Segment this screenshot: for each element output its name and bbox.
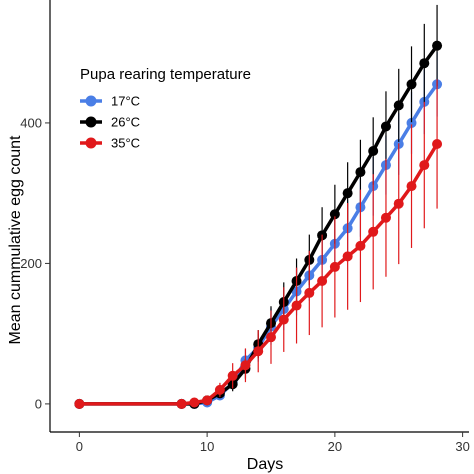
data-point — [227, 370, 238, 381]
legend-title: Pupa rearing temperature — [80, 66, 251, 83]
data-point — [176, 398, 187, 409]
legend-key-point — [85, 116, 97, 128]
data-point — [406, 117, 417, 128]
y-tick-label: 200 — [20, 256, 42, 271]
data-point — [189, 397, 200, 408]
axes-layer: 0 10 20 30 0 200 400 — [20, 0, 470, 454]
data-point — [393, 100, 404, 111]
data-point — [432, 40, 443, 51]
data-point — [406, 181, 417, 192]
data-point — [380, 212, 391, 223]
data-point — [278, 314, 289, 325]
x-tick-label: 0 — [76, 439, 83, 454]
x-tick-label: 10 — [200, 439, 214, 454]
series-35°C — [74, 79, 443, 409]
data-point — [304, 287, 315, 298]
x-tick-label: 20 — [328, 439, 342, 454]
x-axis-title: Days — [247, 456, 283, 473]
data-point — [253, 346, 264, 357]
data-point — [329, 209, 340, 220]
data-point — [368, 146, 379, 157]
data-point — [329, 261, 340, 272]
data-point — [380, 121, 391, 132]
y-axis-title: Mean cummulative egg count — [7, 135, 24, 345]
data-point — [419, 58, 430, 69]
legend-entry: 17°C — [80, 94, 140, 109]
data-point — [393, 198, 404, 209]
legend-key-point — [85, 95, 97, 107]
legend-entry: 26°C — [80, 115, 140, 130]
series-layer — [74, 4, 443, 409]
data-point — [214, 384, 225, 395]
data-point — [342, 251, 353, 262]
legend-label: 26°C — [111, 115, 140, 130]
legend-entry: 35°C — [80, 136, 140, 151]
legend-label: 17°C — [111, 94, 140, 109]
y-tick-label: 0 — [35, 396, 42, 411]
x-tick-label: 30 — [455, 439, 469, 454]
data-point — [368, 226, 379, 237]
data-point — [406, 79, 417, 90]
data-point — [240, 360, 251, 371]
data-point — [432, 139, 443, 149]
data-point — [265, 332, 276, 343]
data-point — [202, 395, 213, 406]
series-line — [79, 83, 439, 406]
data-point — [291, 300, 302, 311]
data-point — [355, 167, 366, 178]
data-point — [355, 240, 366, 251]
data-point — [74, 398, 85, 409]
y-tick-label: 400 — [20, 115, 42, 130]
data-point — [317, 275, 328, 286]
series-line — [79, 143, 439, 406]
legend-label: 35°C — [111, 136, 140, 151]
legend-key-point — [85, 137, 97, 149]
legend: Pupa rearing temperature 17°C 26°C 35°C — [80, 66, 251, 151]
data-point — [342, 188, 353, 199]
data-point — [419, 160, 430, 171]
